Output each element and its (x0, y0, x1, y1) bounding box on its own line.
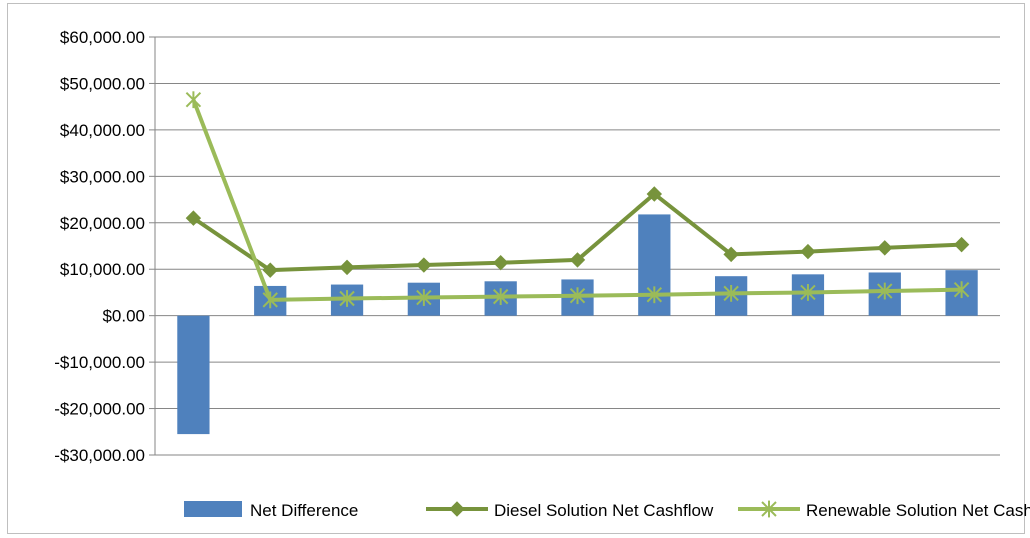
legend: Net Difference Diesel Solution Net Cashfl… (184, 500, 1030, 520)
y-tick-label: -$10,000.00 (54, 353, 145, 372)
star-marker (492, 288, 509, 306)
bar (177, 315, 210, 435)
diamond-marker (723, 246, 739, 263)
y-tick-label: $60,000.00 (60, 28, 145, 47)
star-marker (262, 291, 278, 309)
legend-swatch (184, 501, 242, 517)
star-marker (723, 284, 739, 302)
y-tick-label: $30,000.00 (60, 167, 145, 186)
diamond-marker (800, 243, 816, 260)
diamond-marker (953, 236, 970, 253)
star-marker (416, 289, 432, 306)
star-marker (800, 284, 816, 301)
y-tick-label: -$30,000.00 (54, 446, 145, 465)
gridlines (149, 36, 1000, 456)
y-axis-ticks: -$30,000.00 -$20,000.00 -$10,000.00 $0.00 $1… (54, 28, 145, 465)
star-marker (646, 286, 663, 304)
star-marker (185, 91, 202, 109)
y-tick-label: -$20,000.00 (54, 400, 145, 419)
diamond-marker (339, 259, 355, 276)
legend-label: Diesel Solution Net Cashflow (494, 501, 714, 520)
diamond-marker (262, 262, 278, 278)
y-tick-label: $10,000.00 (60, 260, 145, 279)
legend-item: Net Difference (184, 501, 358, 520)
legend-label: Renewable Solution Net Cashflow (806, 501, 1030, 520)
y-tick-label: $20,000.00 (60, 214, 145, 233)
diamond-marker (449, 501, 465, 517)
star-marker (953, 281, 970, 299)
chart-frame (7, 3, 1025, 534)
y-tick-label: $0.00 (102, 307, 145, 326)
line-series (185, 91, 970, 309)
legend-item: Diesel Solution Net Cashflow (426, 501, 714, 520)
diamond-marker (416, 257, 432, 273)
y-tick-label: $50,000.00 (60, 74, 145, 93)
star-marker (877, 282, 893, 300)
diamond-marker (877, 240, 893, 256)
star-marker (569, 287, 586, 305)
legend-label: Net Difference (250, 501, 358, 520)
diamond-marker (185, 210, 202, 226)
star-marker (339, 290, 355, 307)
legend-item: Renewable Solution Net Cashflow (738, 500, 1030, 520)
diamond-marker (646, 186, 663, 202)
diamond-marker (569, 252, 586, 268)
y-tick-label: $40,000.00 (60, 121, 145, 140)
star-marker (761, 500, 777, 518)
diamond-marker (492, 255, 509, 271)
